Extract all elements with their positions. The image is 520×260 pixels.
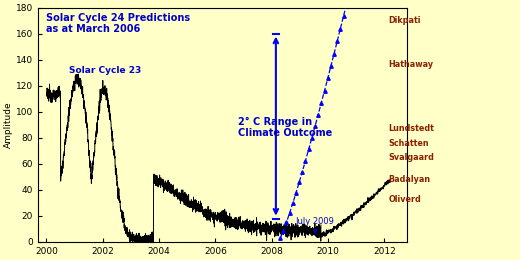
Text: Solar Cycle 23: Solar Cycle 23 — [69, 66, 141, 75]
Text: Solar Cycle 24 Predictions
as at March 2006: Solar Cycle 24 Predictions as at March 2… — [46, 13, 191, 35]
Text: Hathaway: Hathaway — [388, 60, 434, 69]
Text: Svalgaard: Svalgaard — [388, 153, 434, 162]
Text: Oliverd: Oliverd — [388, 194, 421, 204]
Y-axis label: Amplitude: Amplitude — [4, 101, 13, 148]
Text: Schatten: Schatten — [388, 139, 429, 147]
Text: July 2009: July 2009 — [296, 217, 335, 232]
Text: Lundstedt: Lundstedt — [388, 124, 434, 133]
Text: Badalyan: Badalyan — [388, 175, 431, 184]
Text: Dikpati: Dikpati — [388, 16, 421, 25]
Text: 2° C Range in
Climate Outcome: 2° C Range in Climate Outcome — [238, 116, 332, 138]
